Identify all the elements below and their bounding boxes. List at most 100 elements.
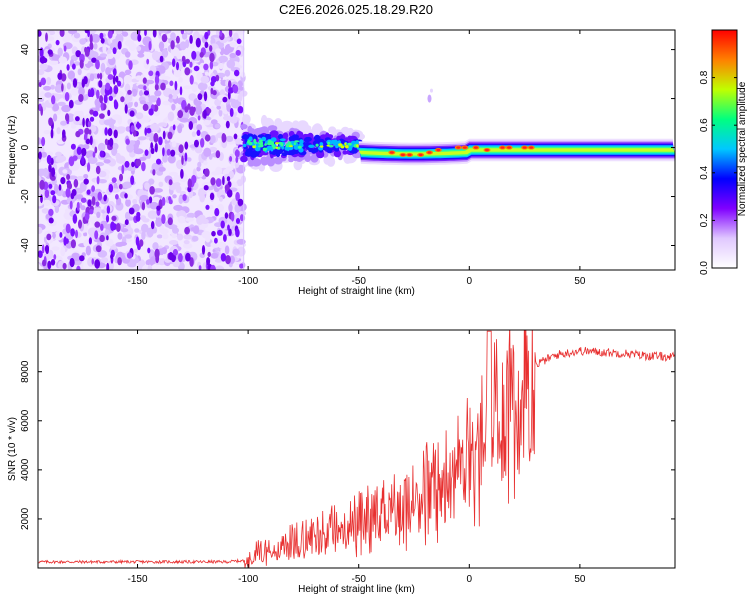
- noise-blob: [235, 191, 240, 202]
- noise-blob: [142, 103, 149, 111]
- signal-onset-speck: [257, 145, 263, 148]
- noise-speck: [80, 205, 86, 211]
- noise-speck: [124, 211, 131, 220]
- noise-blob: [38, 30, 42, 37]
- noise-speck: [169, 240, 179, 245]
- noise-speck: [185, 30, 192, 33]
- x-axis-label: Height of straight line (km): [298, 286, 415, 297]
- noise-blob: [111, 177, 117, 184]
- noise-speck: [167, 154, 176, 164]
- noise-blob: [143, 90, 150, 96]
- noise-speck: [141, 223, 149, 233]
- noise-blob: [65, 238, 69, 244]
- signal-onset-speck: [320, 145, 324, 148]
- noise-blob: [161, 214, 166, 225]
- noise-blob: [219, 30, 223, 37]
- noise-blob: [205, 108, 212, 114]
- noise-speck: [103, 159, 111, 164]
- noise-speck: [186, 157, 192, 162]
- noise-blob: [104, 127, 108, 136]
- noise-speck: [210, 241, 220, 248]
- noise-speck: [57, 47, 63, 57]
- noise-blob: [71, 189, 77, 196]
- signal-onset-speck: [347, 146, 353, 151]
- noise-speck: [50, 84, 55, 90]
- noise-speck: [214, 222, 223, 228]
- noise-blob: [203, 63, 209, 71]
- signal-onset-speck: [240, 155, 248, 163]
- noise-blob: [174, 80, 178, 91]
- noise-speck: [158, 181, 164, 187]
- noise-blob: [73, 178, 79, 188]
- noise-blob: [99, 72, 103, 80]
- noise-blob: [191, 174, 197, 184]
- noise-speck: [183, 240, 190, 245]
- noise-blob: [235, 49, 241, 56]
- noise-speck: [153, 188, 163, 193]
- noise-blob: [184, 67, 191, 76]
- noise-speck: [168, 94, 173, 99]
- noise-speck: [147, 210, 158, 219]
- noise-speck: [116, 126, 127, 132]
- signal-hotspot: [436, 148, 441, 152]
- noise-speck: [97, 250, 108, 258]
- noise-blob: [48, 117, 53, 126]
- signal-onset-speck: [351, 140, 357, 145]
- noise-speck: [161, 76, 171, 80]
- noise-speck: [172, 194, 177, 199]
- signal-onset-speck: [294, 140, 300, 143]
- noise-blob: [191, 50, 197, 60]
- noise-speck: [128, 42, 137, 51]
- noise-blob: [120, 96, 125, 103]
- noise-blob: [233, 133, 238, 140]
- noise-blob: [149, 186, 155, 195]
- signal-onset-speck: [240, 124, 248, 130]
- noise-blob: [144, 127, 147, 136]
- noise-speck: [148, 178, 155, 185]
- noise-blob: [105, 214, 110, 223]
- noise-speck: [39, 63, 48, 71]
- noise-speck: [93, 43, 98, 50]
- noise-speck: [99, 118, 106, 126]
- noise-speck: [57, 101, 66, 106]
- noise-speck: [219, 89, 225, 97]
- signal-onset-speck: [345, 145, 349, 149]
- noise-speck: [178, 195, 184, 204]
- signal-onset-speck: [293, 142, 297, 145]
- noise-speck: [203, 119, 211, 126]
- noise-blob: [141, 202, 146, 211]
- noise-blob: [51, 167, 56, 178]
- noise-blob: [226, 189, 233, 198]
- noise-speck: [203, 247, 211, 252]
- noise-blob: [94, 221, 101, 228]
- noise-blob: [95, 245, 102, 253]
- noise-blob: [178, 253, 183, 263]
- noise-speck: [201, 230, 211, 239]
- noise-blob: [144, 30, 147, 36]
- noise-blob: [59, 232, 63, 238]
- noise-blob: [203, 185, 209, 191]
- noise-speck: [203, 160, 208, 166]
- noise-blob: [236, 38, 242, 45]
- noise-blob: [81, 78, 86, 88]
- signal-onset-speck: [279, 138, 286, 142]
- noise-speck: [173, 174, 181, 183]
- noise-speck: [161, 247, 168, 255]
- noise-speck: [155, 217, 163, 227]
- noise-speck: [126, 143, 134, 153]
- noise-blob: [188, 121, 193, 130]
- noise-blob: [66, 182, 73, 190]
- noise-blob: [96, 89, 100, 100]
- signal-onset-speck: [267, 125, 278, 132]
- noise-blob: [228, 87, 234, 94]
- noise-blob: [112, 47, 117, 55]
- x-tick-label: 50: [574, 276, 586, 287]
- noise-speck: [170, 32, 176, 40]
- noise-speck: [208, 107, 218, 116]
- noise-speck: [41, 208, 50, 214]
- noise-blob: [228, 30, 233, 37]
- noise-speck: [100, 257, 109, 264]
- noise-blob: [111, 223, 117, 231]
- noise-blob: [130, 175, 135, 185]
- noise-blob: [63, 236, 67, 246]
